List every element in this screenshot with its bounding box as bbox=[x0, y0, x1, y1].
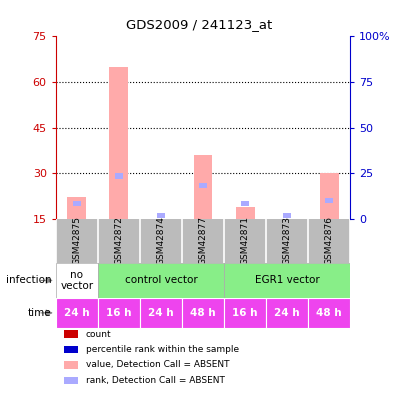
Bar bbox=[157, 213, 165, 218]
Bar bbox=[56, 219, 98, 263]
Bar bbox=[56, 298, 98, 328]
Bar bbox=[109, 67, 128, 219]
Text: 48 h: 48 h bbox=[190, 308, 216, 318]
Bar bbox=[283, 213, 291, 218]
Bar bbox=[326, 198, 333, 203]
Text: count: count bbox=[86, 330, 111, 339]
Text: infection: infection bbox=[6, 275, 52, 286]
Bar bbox=[308, 219, 350, 263]
Bar bbox=[140, 298, 182, 328]
Bar bbox=[73, 201, 80, 206]
Text: 16 h: 16 h bbox=[232, 308, 258, 318]
Text: 24 h: 24 h bbox=[148, 308, 174, 318]
Text: rank, Detection Call = ABSENT: rank, Detection Call = ABSENT bbox=[86, 376, 224, 385]
Bar bbox=[199, 183, 207, 188]
Text: EGR1 vector: EGR1 vector bbox=[255, 275, 320, 286]
Bar bbox=[98, 263, 224, 298]
Bar bbox=[140, 219, 182, 263]
Text: GDS2009 / 241123_at: GDS2009 / 241123_at bbox=[126, 18, 272, 31]
Bar bbox=[224, 219, 266, 263]
Text: 24 h: 24 h bbox=[274, 308, 300, 318]
Bar bbox=[241, 201, 249, 206]
Text: GSM42872: GSM42872 bbox=[114, 217, 123, 265]
Text: GSM42873: GSM42873 bbox=[283, 217, 292, 265]
Text: no
vector: no vector bbox=[60, 270, 93, 291]
Bar bbox=[182, 219, 224, 263]
Text: time: time bbox=[28, 308, 52, 318]
Bar bbox=[266, 298, 308, 328]
Bar bbox=[98, 298, 140, 328]
Bar bbox=[98, 219, 140, 263]
Text: value, Detection Call = ABSENT: value, Detection Call = ABSENT bbox=[86, 360, 229, 369]
Bar bbox=[193, 155, 213, 219]
Text: GSM42875: GSM42875 bbox=[72, 217, 81, 265]
Text: 48 h: 48 h bbox=[316, 308, 342, 318]
Bar bbox=[56, 263, 98, 298]
Bar bbox=[67, 198, 86, 219]
Bar bbox=[308, 298, 350, 328]
Text: GSM42874: GSM42874 bbox=[156, 217, 166, 265]
Bar bbox=[224, 263, 350, 298]
Bar bbox=[224, 298, 266, 328]
Bar bbox=[115, 173, 123, 179]
Text: GSM42877: GSM42877 bbox=[199, 217, 207, 265]
Text: 16 h: 16 h bbox=[106, 308, 132, 318]
Text: percentile rank within the sample: percentile rank within the sample bbox=[86, 345, 239, 354]
Bar bbox=[266, 219, 308, 263]
Text: GSM42871: GSM42871 bbox=[240, 217, 250, 265]
Text: GSM42876: GSM42876 bbox=[325, 217, 334, 265]
Bar bbox=[320, 173, 339, 219]
Bar bbox=[182, 298, 224, 328]
Text: control vector: control vector bbox=[125, 275, 197, 286]
Bar bbox=[236, 207, 255, 219]
Text: 24 h: 24 h bbox=[64, 308, 90, 318]
